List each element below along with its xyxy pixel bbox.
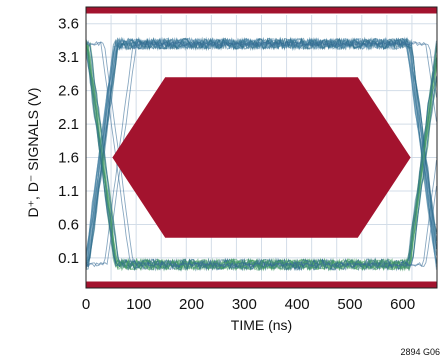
y-tick-label: 1.6 [58, 150, 79, 167]
upper-limit-band [86, 7, 437, 14]
plot-frame [85, 6, 438, 289]
signal-trace [85, 42, 437, 268]
y-tick-label: 1.1 [58, 183, 79, 200]
y-axis-ticks: 3.6 3.1 2.6 2.1 1.6 1.1 0.6 0.1 [58, 16, 79, 267]
signal-trace [85, 41, 437, 267]
x-tick-label: 400 [285, 296, 310, 313]
x-axis-label: TIME (ns) [231, 317, 292, 333]
x-tick-label: 500 [337, 296, 362, 313]
x-tick-label: 100 [126, 296, 151, 313]
signal-trace [85, 40, 437, 268]
signal-traces [85, 36, 438, 272]
y-tick-label: 2.6 [58, 83, 79, 100]
x-tick-label: 0 [82, 296, 90, 313]
x-axis-ticks: 0 100 200 300 400 500 600 [82, 296, 415, 313]
x-tick-label: 200 [179, 296, 204, 313]
eye-mask [112, 77, 411, 238]
lower-limit-band [86, 281, 437, 288]
y-tick-label: 3.6 [58, 16, 79, 33]
figure-id: 2894 G06 [400, 347, 440, 357]
x-tick-label: 300 [232, 296, 257, 313]
x-tick-label: 600 [390, 296, 415, 313]
y-tick-label: 2.1 [58, 116, 79, 133]
y-tick-label: 0.1 [58, 250, 79, 267]
y-tick-label: 0.6 [58, 216, 79, 233]
y-tick-label: 3.1 [58, 49, 79, 66]
y-axis-label: D⁺, D⁻ SIGNALS (V) [25, 88, 41, 218]
limit-bands [86, 7, 437, 288]
